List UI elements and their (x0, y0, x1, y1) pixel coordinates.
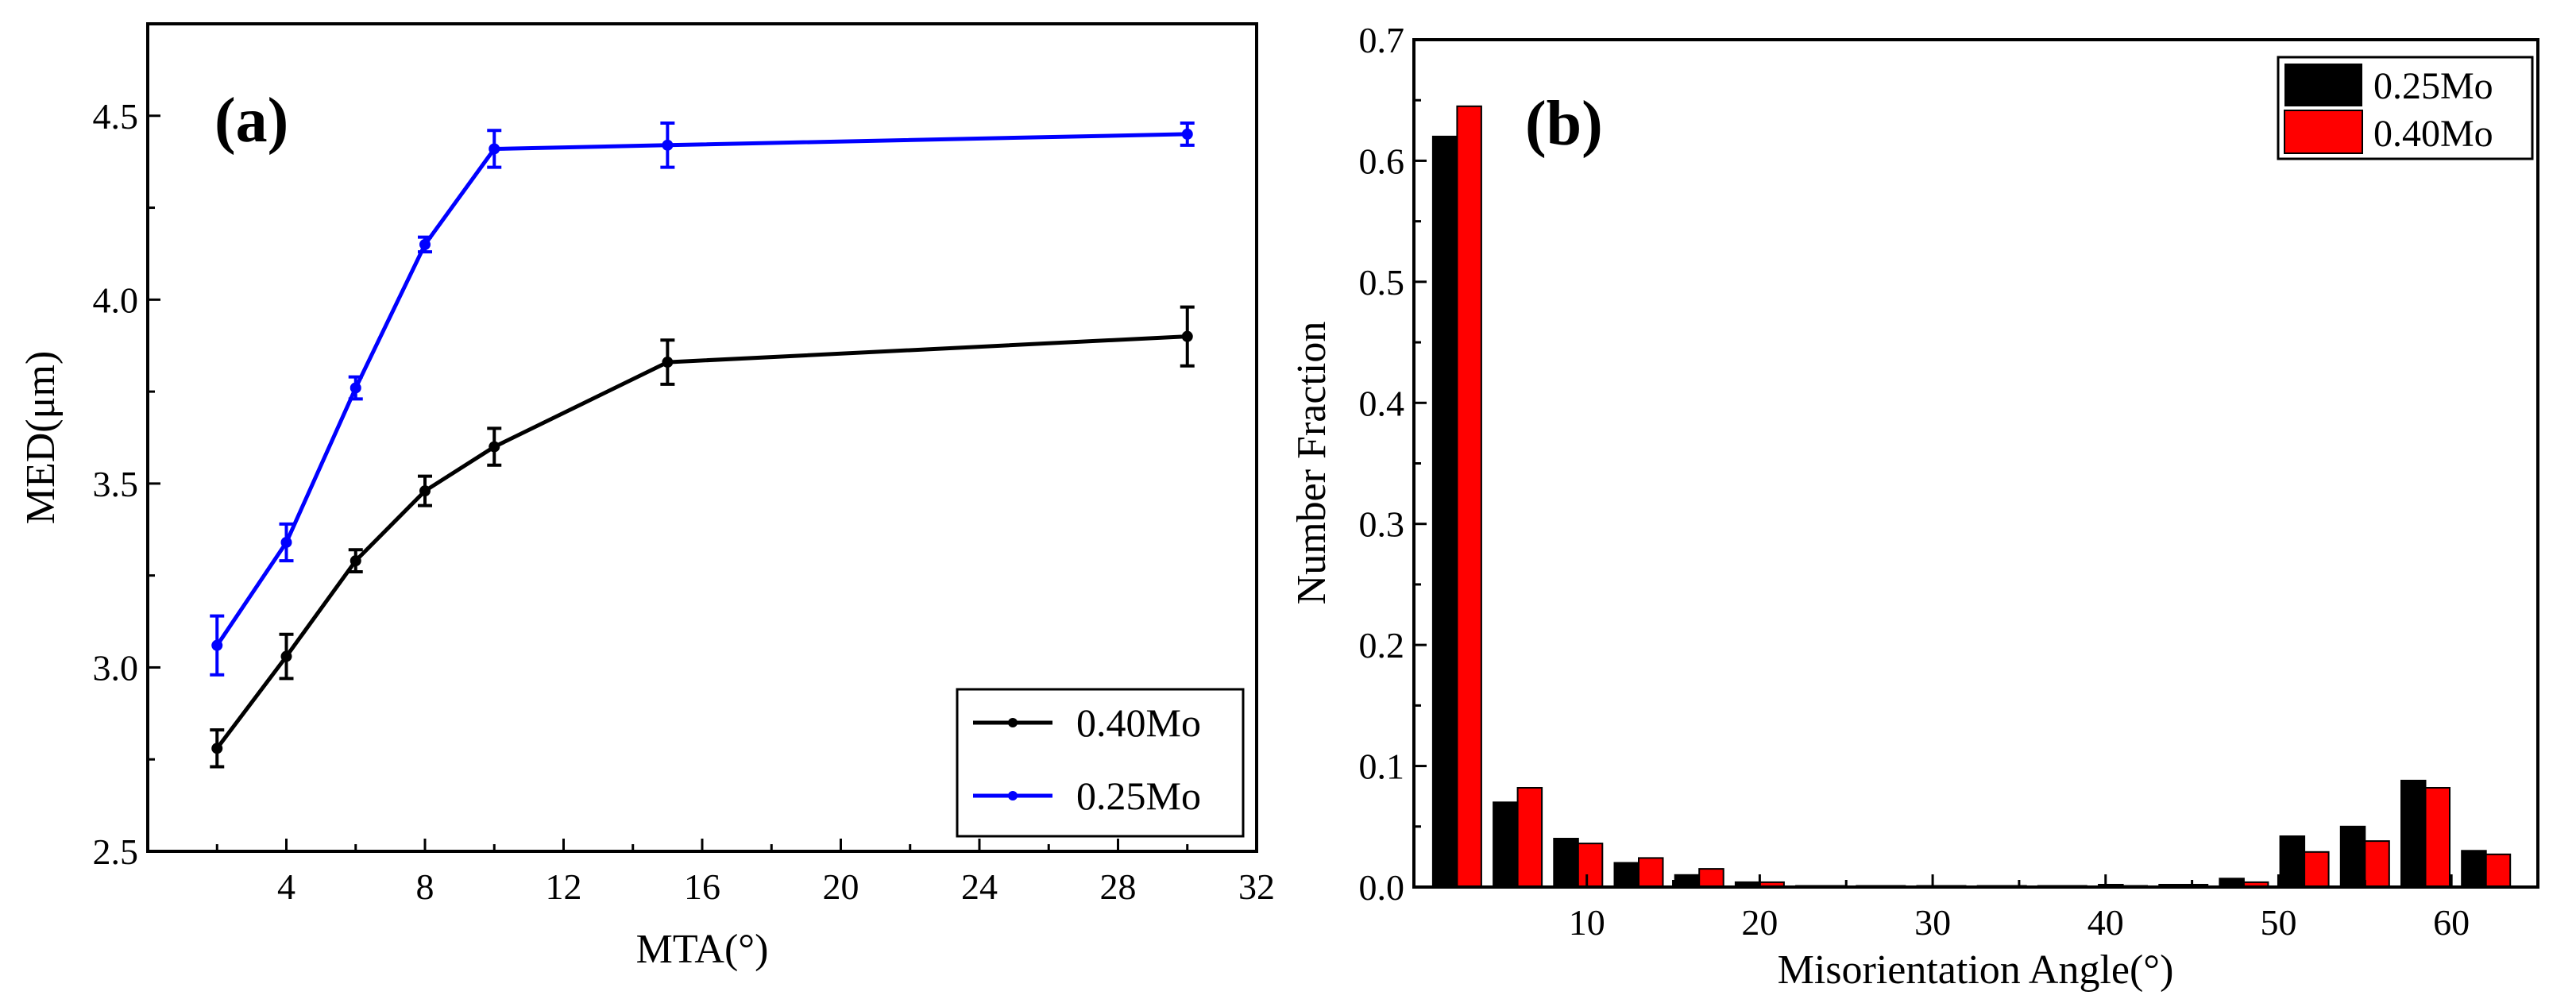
panel-b-x-tick-label: 20 (1741, 902, 1778, 943)
panel-a-x-tick-label: 32 (1238, 866, 1275, 907)
panel-b-bar-chart: (b) 10 20 30 40 50 60 0.0 0.1 0.2 0.3 0.4 0.5 0.6 0.7… (1289, 20, 2539, 993)
legend-label-025mo-b: 0.25Mo (2373, 65, 2493, 107)
panel-b-x-axis-label: Misorientation Angle(°) (1778, 947, 2174, 993)
bar-0.40Mo (1638, 857, 1664, 889)
data-point-0.25Mo (211, 639, 223, 651)
panel-b-y-tick-label: 0.7 (1359, 20, 1405, 60)
panel-b-x-tick-label: 10 (1569, 902, 1605, 943)
bar-0.25Mo (1674, 874, 1701, 889)
legend-swatch-040mo (2284, 110, 2363, 154)
panel-a-y-tick-label: 4.0 (93, 280, 139, 320)
panel-b-x-tick-label: 60 (2433, 902, 2470, 943)
panel-a-ticks: 4 8 12 16 20 24 28 32 2.5 3.0 3.5 4.0 4.5 (93, 96, 1276, 907)
bar-0.25Mo (2400, 779, 2427, 889)
panel-a-y-tick-label: 4.5 (93, 96, 139, 137)
panel-b-y-tick-label: 0.3 (1359, 504, 1405, 545)
panel-b-x-tick-label: 40 (2087, 902, 2124, 943)
data-point-0.25Mo (489, 143, 500, 155)
panel-b-label: (b) (1525, 89, 1603, 159)
data-point-0.25Mo (662, 139, 674, 151)
panel-a-label: (a) (214, 86, 288, 156)
panel-a-x-tick-label: 16 (684, 866, 720, 907)
panel-a-series (210, 122, 1195, 769)
data-point-0.40Mo (419, 485, 431, 497)
panel-a-plot-frame (146, 22, 1258, 853)
bar-0.25Mo (1431, 135, 1458, 888)
panel-b-legend: 0.25Mo 0.40Mo (2277, 56, 2534, 160)
bar-0.40Mo (1516, 787, 1543, 888)
panel-a-x-tick-label: 24 (961, 866, 998, 907)
panel-a-y-axis-label: MED(μm) (18, 351, 64, 525)
bar-0.40Mo (1456, 105, 1482, 889)
panel-a-x-tick-label: 4 (277, 866, 295, 907)
panel-a-y-tick-label: 3.0 (93, 647, 139, 688)
bar-0.40Mo (2364, 840, 2390, 888)
data-point-0.40Mo (280, 650, 292, 662)
bar-0.40Mo (2485, 853, 2512, 889)
data-point-0.40Mo (1181, 330, 1193, 342)
bar-0.25Mo (1553, 838, 1579, 888)
panel-a-y-tick-label: 3.5 (93, 464, 139, 504)
panel-a-x-tick-label: 12 (546, 866, 582, 907)
panel-a-x-axis-label: MTA(°) (636, 927, 769, 972)
legend-marker-025mo (1008, 791, 1018, 800)
panel-a-legend-box (956, 688, 1245, 838)
panel-b-x-tick-label: 50 (2260, 902, 2296, 943)
bar-0.40Mo (1698, 868, 1724, 888)
panel-b-y-tick-label: 0.4 (1359, 383, 1405, 423)
data-point-0.25Mo (350, 382, 361, 394)
legend-label-040mo: 0.40Mo (1076, 700, 1201, 745)
bar-0.25Mo (1613, 862, 1639, 888)
legend-swatch-025mo (2284, 64, 2362, 106)
panel-b-y-tick-label: 0.6 (1359, 141, 1405, 181)
panel-b-ticks: 10 20 30 40 50 60 0.0 0.1 0.2 0.3 0.4 0.5 0.6 0.7 (1359, 20, 2470, 943)
data-point-0.25Mo (419, 238, 431, 250)
data-point-0.40Mo (489, 441, 500, 453)
data-point-0.25Mo (1181, 128, 1193, 140)
bar-0.25Mo (2279, 835, 2306, 888)
legend-marker-040mo (1008, 718, 1018, 727)
data-point-0.40Mo (350, 555, 361, 567)
panel-b-y-tick-label: 0.1 (1359, 746, 1405, 787)
panel-a-y-tick-label: 2.5 (93, 831, 139, 872)
bar-0.25Mo (1493, 801, 1519, 888)
panel-a-x-tick-label: 8 (416, 866, 434, 907)
bar-0.40Mo (2304, 851, 2330, 889)
bar-0.25Mo (2461, 850, 2487, 889)
panel-a-x-tick-label: 28 (1100, 866, 1137, 907)
panel-a-legend: 0.40Mo 0.25Mo (956, 688, 1245, 838)
panel-a-line-chart: (a) 4 8 12 16 20 24 28 32 2.5 3.0 3.5 4.0 4.5 MTA(°)… (18, 22, 1276, 972)
panel-b-y-tick-label: 0.2 (1359, 625, 1405, 665)
panel-b-plot-frame (1412, 38, 2539, 889)
legend-label-025mo: 0.25Mo (1076, 773, 1201, 818)
panel-b-x-tick-label: 30 (1914, 902, 1951, 943)
data-point-0.40Mo (211, 743, 223, 754)
panel-b-y-axis-label: Number Fraction (1289, 322, 1334, 605)
legend-label-040mo-b: 0.40Mo (2373, 113, 2493, 155)
panel-a-x-tick-label: 20 (823, 866, 859, 907)
bar-0.25Mo (2339, 825, 2366, 889)
data-point-0.40Mo (662, 357, 674, 368)
bar-0.40Mo (2424, 787, 2450, 888)
panel-b-y-tick-label: 0.0 (1359, 867, 1405, 908)
bar-0.40Mo (1577, 843, 1604, 888)
data-point-0.25Mo (280, 536, 292, 548)
panel-b-y-tick-label: 0.5 (1359, 262, 1405, 303)
